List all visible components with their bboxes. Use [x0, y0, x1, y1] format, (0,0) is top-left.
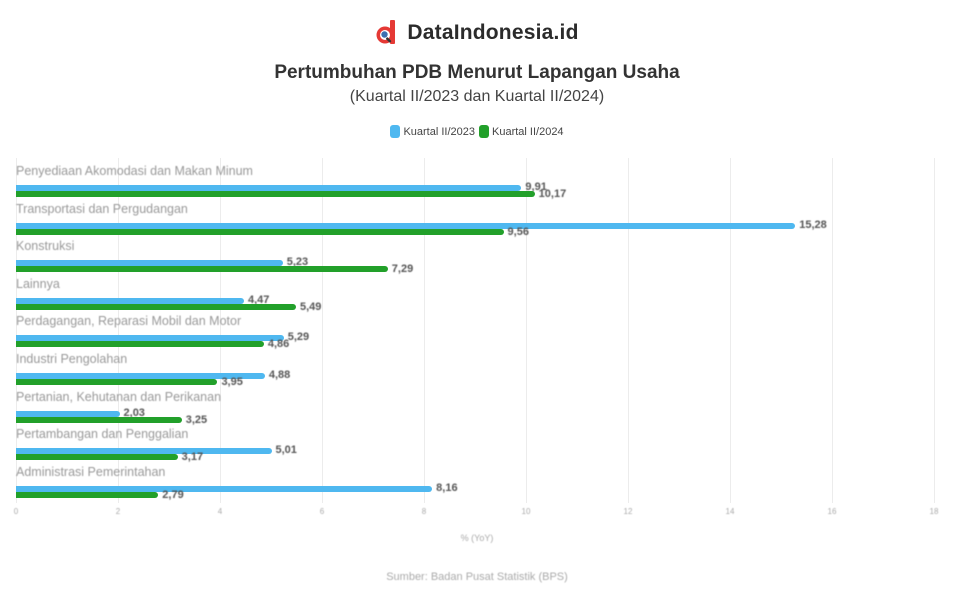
bar-row: Transportasi dan Pergudangan 15,28 9,56 [16, 202, 934, 240]
gridline [730, 158, 731, 503]
gridline [934, 158, 935, 503]
value-label-2024: 2,79 [162, 488, 184, 501]
value-label-2023: 5,23 [286, 256, 309, 269]
chart-legend: Kuartal II/2023 Kuartal II/2024 [0, 125, 954, 138]
gridline [526, 158, 527, 503]
x-tick-label: 0 [13, 507, 19, 516]
category-label: Penyediaan Akomodasi dan Makan Minum [16, 164, 253, 178]
category-label: Administrasi Pemerintahan [16, 464, 166, 479]
x-tick-label: 2 [115, 507, 121, 516]
bar-2024[interactable] [16, 379, 218, 385]
bar-2023[interactable] [16, 448, 272, 455]
x-tick-label: 18 [929, 507, 939, 516]
x-tick-label: 16 [827, 507, 837, 516]
gridline [220, 158, 221, 503]
x-tick-label: 8 [421, 507, 427, 516]
value-label-2023: 4,47 [247, 293, 270, 306]
bar-2023[interactable] [16, 185, 522, 191]
x-tick-label: 12 [623, 507, 633, 516]
legend-label-2023: Kuartal II/2023 [403, 125, 475, 138]
legend-swatch-2024 [479, 125, 489, 138]
chart-subtitle: (Kuartal II/2023 dan Kuartal II/2024) [349, 88, 605, 105]
gridline [832, 158, 833, 503]
bar-2024[interactable] [16, 303, 296, 310]
legend-swatch-2023 [390, 125, 401, 138]
category-label: Lainnya [16, 276, 60, 291]
bar-row: Perdagangan, Reparasi Mobil dan Motor 5,2… [16, 314, 934, 352]
category-label: Pertanian, Kehutanan dan Perikanan [16, 389, 222, 404]
brand-name: DataIndonesia.id [407, 21, 579, 44]
value-label-2024: 3,17 [181, 451, 204, 464]
value-label-2023: 9,91 [525, 181, 547, 193]
gridline [424, 158, 425, 503]
category-label: Konstruksi [16, 239, 75, 254]
bar-2024[interactable] [16, 191, 535, 197]
value-label-2024: 5,49 [299, 300, 322, 313]
bar-2024[interactable] [16, 491, 159, 498]
bar-row: Pertambangan dan Penggalian 5,01 3,17 [16, 427, 934, 465]
value-label-2023: 5,29 [287, 331, 310, 344]
value-label-2023: 15,28 [799, 218, 827, 231]
category-label: Industri Pengolahan [16, 352, 128, 366]
bar-2024[interactable] [16, 228, 504, 235]
value-label-2024: 10,17 [538, 188, 567, 200]
bar-2023[interactable] [16, 297, 244, 304]
gridline [322, 158, 323, 503]
chart-title: Pertumbuhan PDB Menurut Lapangan Usaha [274, 62, 680, 83]
bar-2023[interactable] [16, 410, 120, 417]
gridline [628, 158, 629, 503]
value-label-2024: 4,86 [267, 338, 290, 351]
bar-2024[interactable] [16, 266, 388, 273]
source-note: Sumber: Badan Pusat Statistik (BPS) [386, 571, 568, 583]
bar-2024[interactable] [16, 341, 264, 348]
category-label: Transportasi dan Pergudangan [16, 201, 188, 216]
value-label-2023: 4,88 [268, 369, 291, 381]
x-tick-label: 14 [725, 507, 735, 516]
bar-row: Konstruksi 5,23 7,29 [16, 239, 934, 277]
plot-area: Penyediaan Akomodasi dan Makan Minum 9,91… [16, 158, 935, 503]
category-label: Pertambangan dan Penggalian [16, 427, 189, 442]
value-label-2023: 2,03 [123, 406, 145, 419]
bar-row: Administrasi Pemerintahan 8,16 2,79 [16, 465, 934, 503]
legend-item-2024[interactable]: Kuartal II/2024 [479, 125, 564, 138]
datainndonesia-logo-icon [375, 20, 397, 46]
bar-2024[interactable] [16, 454, 178, 461]
bar-row: Penyediaan Akomodasi dan Makan Minum 9,91… [16, 164, 934, 202]
value-label-2024: 3,25 [185, 413, 208, 426]
legend-label-2024: Kuartal II/2024 [492, 125, 564, 138]
bar-2023[interactable] [16, 373, 265, 379]
category-label: Perdagangan, Reparasi Mobil dan Motor [16, 314, 242, 329]
bar-2023[interactable] [16, 335, 284, 342]
bar-row: Pertanian, Kehutanan dan Perikanan 2,03 3,… [16, 390, 934, 428]
value-label-2024: 3,95 [221, 376, 243, 388]
value-label-2024: 7,29 [391, 263, 414, 276]
x-tick-label: 4 [217, 507, 223, 516]
legend-item-2023[interactable]: Kuartal II/2023 [390, 125, 475, 138]
bar-row: Industri Pengolahan 4,88 3,95 [16, 352, 934, 390]
bar-2024[interactable] [16, 416, 182, 423]
bar-2023[interactable] [16, 222, 796, 229]
bar-2023[interactable] [16, 260, 283, 267]
x-tick-label: 6 [319, 507, 325, 516]
brand-header: DataIndonesia.id [0, 20, 954, 46]
bar-row: Lainnya 4,47 5,49 [16, 277, 934, 315]
x-axis-label: % (YoY) [460, 533, 494, 543]
x-tick-label: 10 [521, 507, 531, 516]
value-label-2023: 5,01 [275, 444, 297, 457]
bar-2023[interactable] [16, 485, 433, 492]
value-label-2023: 8,16 [436, 481, 458, 494]
gridline [16, 158, 17, 503]
gridline [118, 158, 119, 503]
value-label-2024: 9,56 [507, 225, 529, 238]
